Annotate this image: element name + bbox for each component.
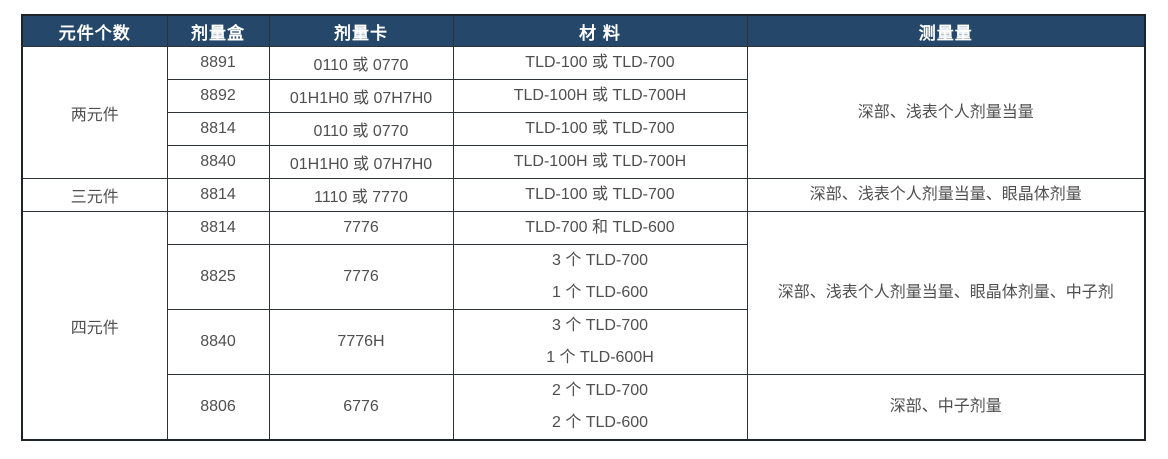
col-header-component-count: 元件个数: [21, 14, 168, 47]
table-row: 8892 01H1H0 或 07H7H0 TLD-100H 或 TLD-700H: [22, 79, 1145, 113]
dosimeter-spec-table: 元件个数 剂量盒 剂量卡 材 料 测量量 两元件 8891 0110 或 077…: [21, 14, 1146, 441]
table-row: 两元件 8891 0110 或 0770 TLD-100 或 TLD-700 深…: [21, 46, 1146, 179]
cell-material: TLD-100H 或 TLD-700H: [452, 145, 748, 179]
cell-material: TLD-700 和 TLD-600: [452, 211, 748, 245]
col-header-dose-card: 剂量卡: [268, 14, 454, 47]
cell-dose-box: 8840: [166, 145, 270, 179]
cell-dose-box: 8814: [166, 112, 270, 146]
group-cell-four-elements: 四元件: [21, 211, 168, 441]
table-row: 8825 7776 3 个 TLD-700 1 个 TLD-600: [22, 244, 1145, 310]
dosimeter-spec-table-container: 元件个数 剂量盒 剂量卡 材 料 测量量 两元件 8891 0110 或 077…: [21, 14, 1146, 441]
cell-dose-card: 01H1H0 或 07H7H0: [268, 145, 454, 179]
cell-material: 3 个 TLD-700 1 个 TLD-600: [452, 244, 748, 310]
table-row: 四元件 8814 7776 TLD-700 和 TLD-600 深部、浅表个人剂…: [21, 211, 1146, 441]
cell-measurement-two-elements: 深部、浅表个人剂量当量: [746, 46, 1146, 179]
group-cell-two-elements: 两元件: [21, 46, 168, 179]
cell-measurement-neutron: 深部、中子剂量: [746, 374, 1146, 441]
cell-material: TLD-100 或 TLD-700: [452, 178, 748, 212]
table-row: 8806 6776 2 个 TLD-700 2 个 TLD-600 深部、中子剂…: [22, 374, 1146, 441]
header-row: 元件个数 剂量盒 剂量卡 材 料 测量量: [21, 14, 1146, 47]
cell-dose-box: 8892: [166, 79, 270, 113]
cell-dose-card: 0110 或 0770: [268, 112, 454, 146]
cell-dose-box: 8814: [166, 178, 270, 212]
group-cell-three-elements: 三元件: [21, 178, 168, 212]
cell-dose-box: 8840: [166, 309, 270, 375]
table-row: 8840 01H1H0 或 07H7H0 TLD-100H 或 TLD-700H: [22, 145, 1145, 179]
cell-dose-card: 1110 或 7770: [268, 178, 454, 212]
cell-dose-box: 8825: [166, 244, 270, 310]
cell-dose-box: 8806: [166, 374, 270, 441]
col-header-material: 材 料: [452, 14, 748, 47]
cell-dose-card: 7776: [268, 211, 454, 245]
cell-dose-box: 8891: [166, 46, 270, 80]
cell-material: TLD-100 或 TLD-700: [452, 46, 748, 80]
table-row: 8840 7776H 3 个 TLD-700 1 个 TLD-600H: [22, 309, 1145, 375]
cell-dose-card: 7776: [268, 244, 454, 310]
cell-measurement-three-elements: 深部、浅表个人剂量当量、眼晶体剂量: [746, 178, 1146, 212]
table-row: 8814 0110 或 0770 TLD-100 或 TLD-700: [22, 112, 1145, 146]
cell-dose-card: 7776H: [268, 309, 454, 375]
cell-dose-card: 01H1H0 或 07H7H0: [268, 79, 454, 113]
cell-material: 3 个 TLD-700 1 个 TLD-600H: [452, 309, 748, 375]
table-row: 三元件 8814 1110 或 7770 TLD-100 或 TLD-700 深…: [21, 178, 1146, 212]
col-header-dose-box: 剂量盒: [166, 14, 270, 47]
cell-material: TLD-100H 或 TLD-700H: [452, 79, 748, 113]
cell-dose-card: 6776: [268, 374, 454, 441]
col-header-measurement: 测量量: [746, 14, 1146, 47]
cell-material: 2 个 TLD-700 2 个 TLD-600: [452, 374, 748, 441]
cell-dose-box: 8814: [166, 211, 270, 245]
cell-dose-card: 0110 或 0770: [268, 46, 454, 80]
cell-material: TLD-100 或 TLD-700: [452, 112, 748, 146]
cell-measurement-four-elements: 深部、浅表个人剂量当量、眼晶体剂量、中子剂: [746, 211, 1146, 375]
